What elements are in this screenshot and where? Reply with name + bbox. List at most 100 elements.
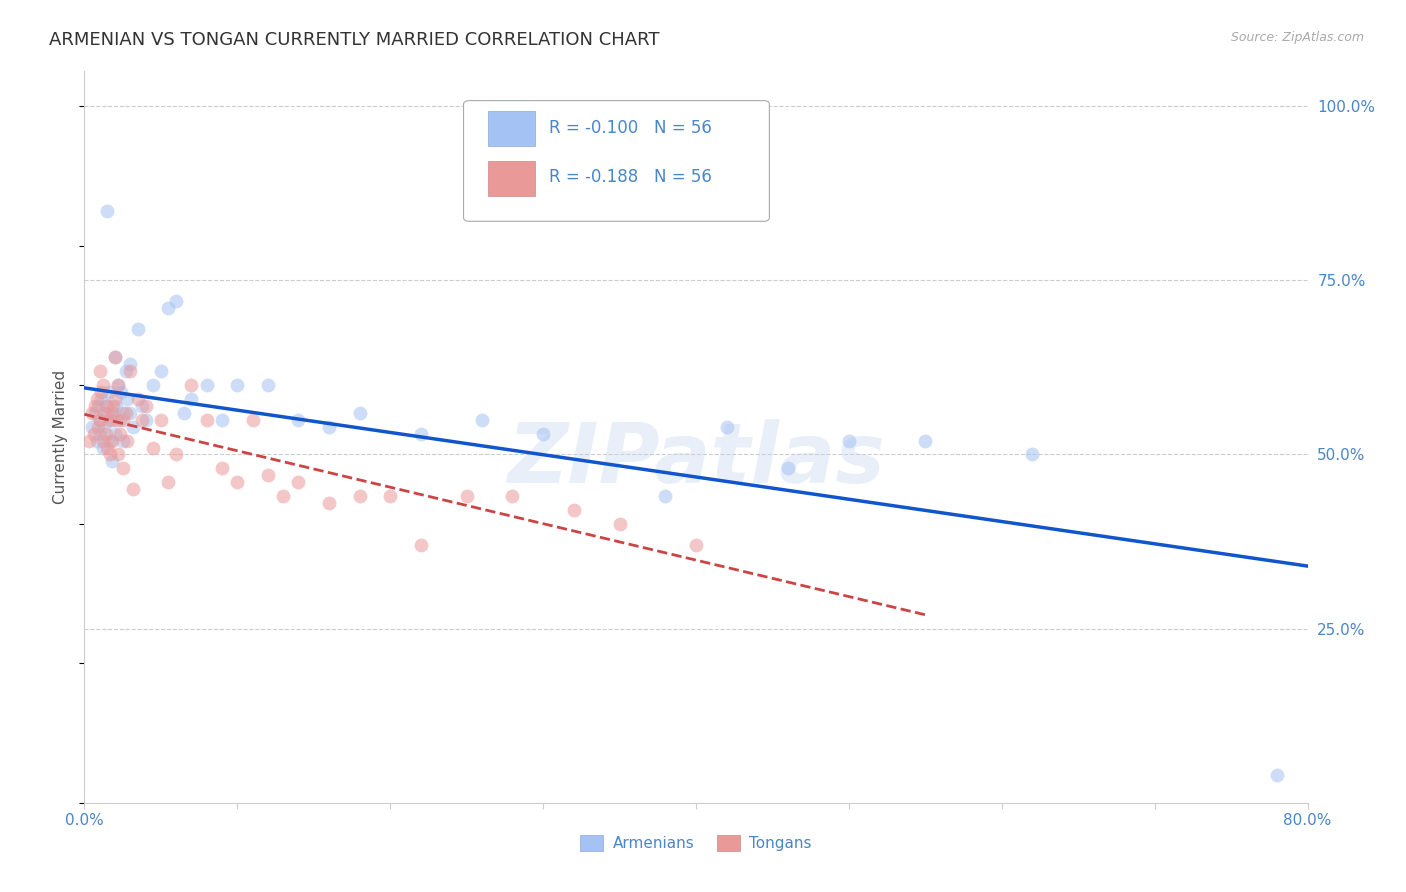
Point xyxy=(609,517,631,532)
Point xyxy=(142,377,165,392)
Point xyxy=(349,406,371,420)
Point xyxy=(96,203,118,218)
Text: Source: ZipAtlas.com: Source: ZipAtlas.com xyxy=(1230,31,1364,45)
Point xyxy=(105,399,128,413)
Point xyxy=(287,412,309,426)
Point xyxy=(180,377,202,392)
Point xyxy=(96,441,118,455)
Point xyxy=(318,496,340,510)
Point xyxy=(409,426,432,441)
Point xyxy=(86,392,108,406)
Point xyxy=(90,384,112,399)
Point xyxy=(562,503,585,517)
Point xyxy=(93,406,115,420)
Point xyxy=(226,377,249,392)
Point xyxy=(111,434,134,448)
Point xyxy=(108,426,131,441)
Point xyxy=(107,377,129,392)
Point xyxy=(211,412,233,426)
Point xyxy=(287,475,309,490)
Point xyxy=(107,377,129,392)
Point xyxy=(108,412,131,426)
Point xyxy=(80,406,103,420)
Point xyxy=(149,364,172,378)
Point xyxy=(122,483,145,497)
Point xyxy=(111,412,134,426)
Point xyxy=(257,377,280,392)
Point xyxy=(110,384,132,399)
Point xyxy=(502,489,524,503)
Point xyxy=(122,419,145,434)
Point xyxy=(127,322,149,336)
Point xyxy=(104,350,127,364)
Point xyxy=(91,434,114,448)
Point xyxy=(776,461,799,475)
Point xyxy=(242,412,264,426)
Point xyxy=(257,468,280,483)
Point xyxy=(80,419,103,434)
Text: R = -0.100   N = 56: R = -0.100 N = 56 xyxy=(550,120,711,137)
Point xyxy=(77,434,100,448)
Point xyxy=(98,434,121,448)
Point xyxy=(165,448,187,462)
Point xyxy=(96,399,118,413)
Point xyxy=(456,489,478,503)
Point xyxy=(685,538,707,552)
Point xyxy=(165,294,187,309)
Point xyxy=(84,406,107,420)
Point xyxy=(101,406,124,420)
Point xyxy=(104,350,127,364)
Point xyxy=(84,399,107,413)
Y-axis label: Currently Married: Currently Married xyxy=(53,370,69,504)
Point xyxy=(211,461,233,475)
Point xyxy=(127,392,149,406)
Point xyxy=(94,399,117,413)
Point xyxy=(97,412,120,426)
Point xyxy=(149,412,172,426)
Point xyxy=(114,406,136,420)
Legend: Armenians, Tongans: Armenians, Tongans xyxy=(574,830,818,857)
Point xyxy=(89,412,111,426)
Point xyxy=(104,392,127,406)
Point xyxy=(83,426,105,441)
Point xyxy=(103,399,125,413)
Point xyxy=(531,426,554,441)
Point xyxy=(195,377,218,392)
Point xyxy=(96,406,118,420)
Point xyxy=(142,441,165,455)
Point xyxy=(131,412,153,426)
Point xyxy=(89,364,111,378)
Point xyxy=(93,419,115,434)
Text: ZIPatlas: ZIPatlas xyxy=(508,418,884,500)
Bar xyxy=(488,111,534,146)
Point xyxy=(101,454,124,468)
FancyBboxPatch shape xyxy=(464,101,769,221)
Point xyxy=(90,392,112,406)
Point xyxy=(91,441,114,455)
Point xyxy=(86,434,108,448)
Point xyxy=(1265,768,1288,782)
Point xyxy=(91,377,114,392)
Point xyxy=(131,399,153,413)
Point xyxy=(87,399,110,413)
Point xyxy=(97,384,120,399)
Point xyxy=(114,364,136,378)
Point xyxy=(89,426,111,441)
Point xyxy=(173,406,195,420)
Point xyxy=(654,489,676,503)
Point xyxy=(87,419,110,434)
Point xyxy=(94,426,117,441)
Point xyxy=(914,434,936,448)
Point xyxy=(135,399,157,413)
Text: ARMENIAN VS TONGAN CURRENTLY MARRIED CORRELATION CHART: ARMENIAN VS TONGAN CURRENTLY MARRIED COR… xyxy=(49,31,659,49)
Point xyxy=(380,489,402,503)
Point xyxy=(120,364,142,378)
Point xyxy=(409,538,432,552)
Point xyxy=(157,301,180,316)
Point xyxy=(226,475,249,490)
Point xyxy=(115,434,138,448)
Text: R = -0.188   N = 56: R = -0.188 N = 56 xyxy=(550,169,711,186)
Point xyxy=(101,412,124,426)
Point xyxy=(120,406,142,420)
Point xyxy=(103,406,125,420)
